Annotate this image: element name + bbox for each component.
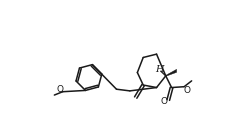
Text: O: O bbox=[182, 86, 189, 94]
Text: O: O bbox=[160, 97, 166, 106]
Text: H: H bbox=[155, 65, 164, 74]
Text: O: O bbox=[56, 85, 64, 94]
Polygon shape bbox=[165, 69, 176, 76]
